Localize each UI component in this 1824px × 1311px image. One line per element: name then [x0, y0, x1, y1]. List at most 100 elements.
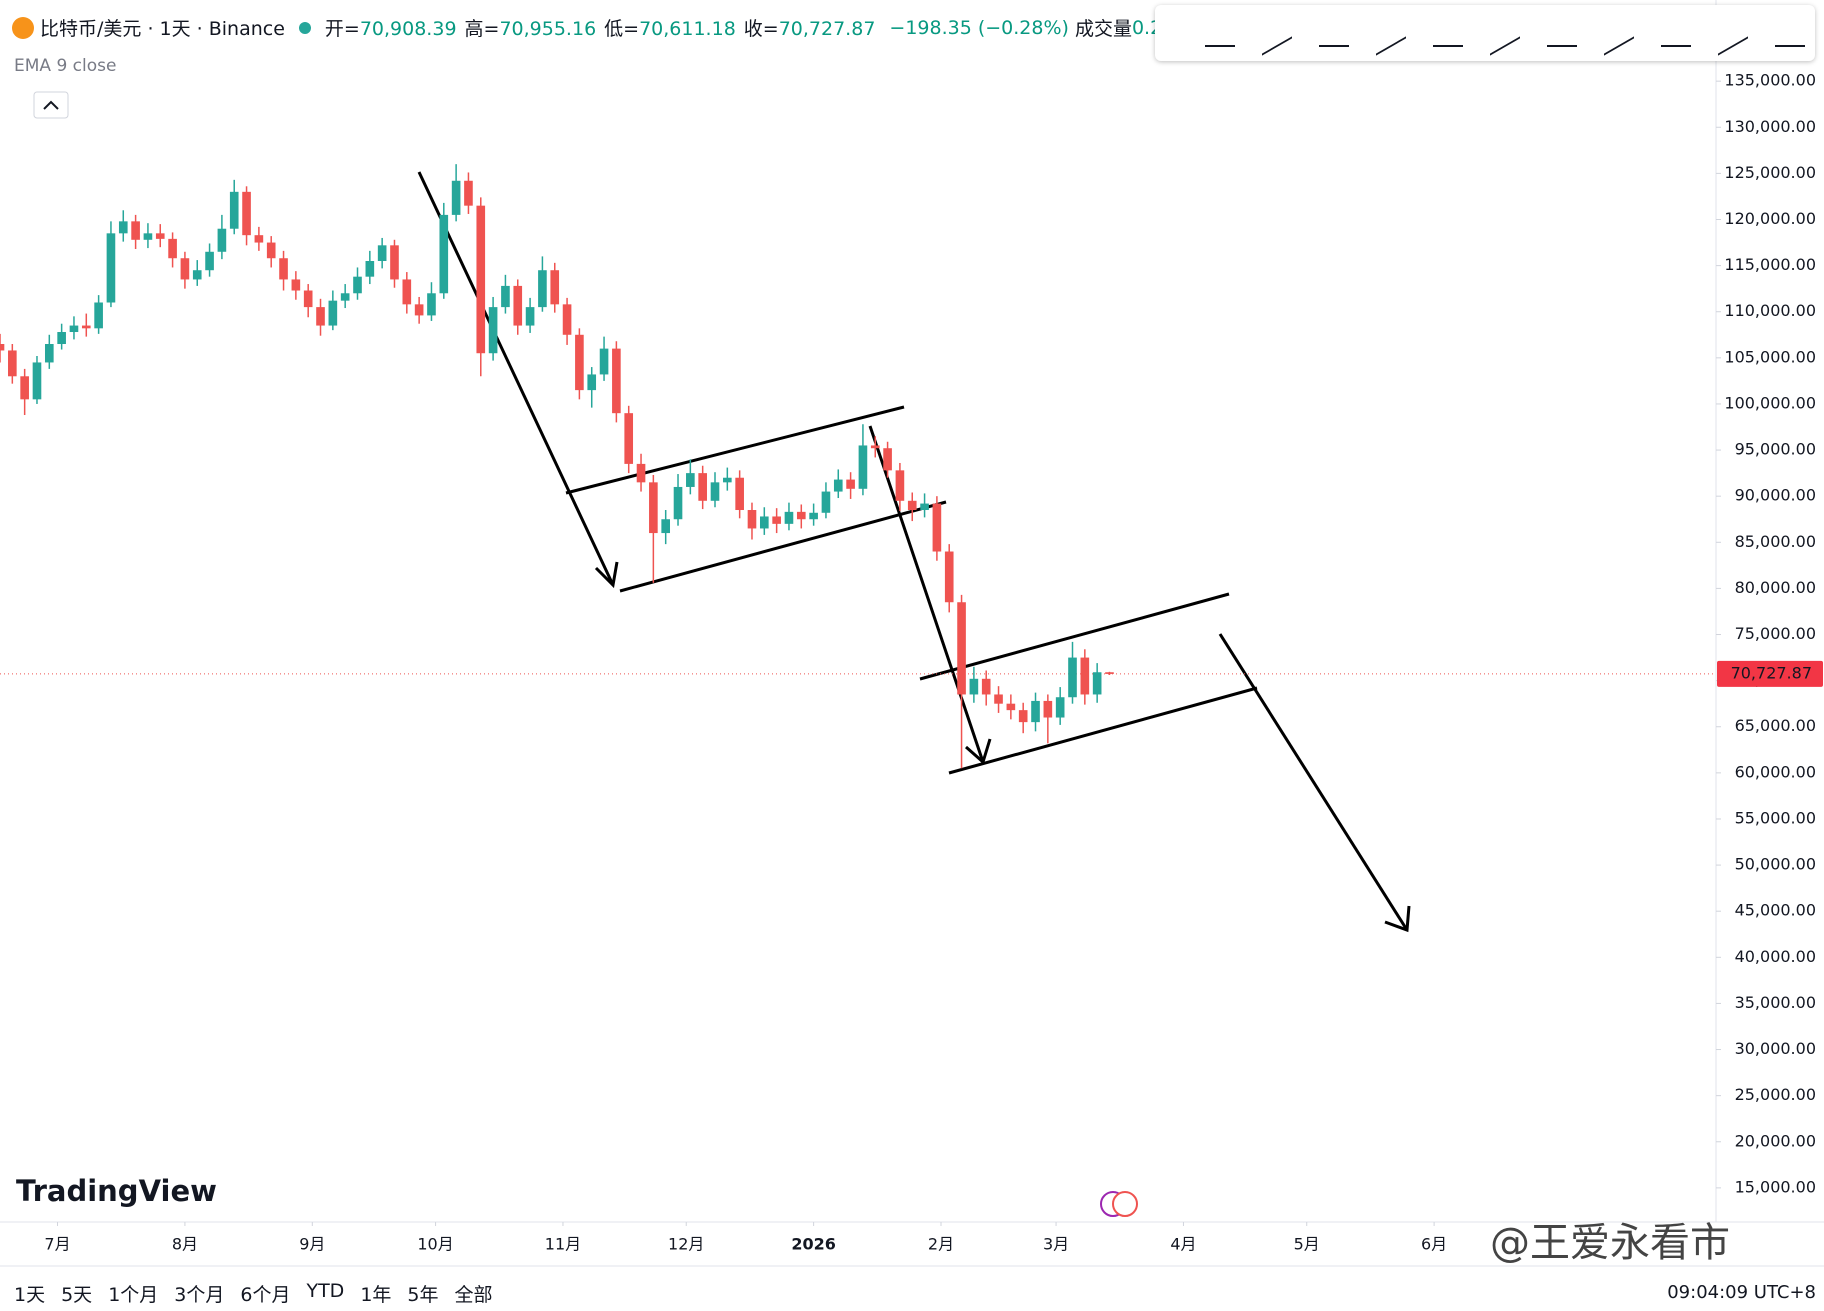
field-value: 70,908.39 — [359, 18, 457, 40]
drawings — [417, 171, 1411, 933]
candle-body — [759, 516, 769, 529]
candle-body — [846, 479, 855, 489]
range-button[interactable]: 6个月 — [240, 1284, 291, 1306]
candle-body — [538, 270, 547, 308]
tool-icon[interactable] — [1718, 12, 1748, 56]
collapse-button[interactable] — [33, 91, 69, 119]
status-dot — [298, 21, 311, 34]
candle-body — [1043, 700, 1053, 718]
candle-body — [1018, 710, 1028, 723]
candle-body — [575, 334, 584, 391]
field-label: 高= — [464, 18, 500, 40]
range-button[interactable]: 1个月 — [108, 1284, 159, 1306]
clock: 09:04:09 UTC+8 — [1667, 1282, 1816, 1303]
tool-icon[interactable] — [1547, 21, 1577, 47]
candle-body — [636, 463, 646, 483]
candle-body — [316, 307, 325, 326]
candle-body — [562, 304, 572, 335]
candle-body — [870, 445, 880, 449]
candle-body — [464, 180, 473, 206]
channel-line — [565, 405, 905, 495]
range-button[interactable]: 3个月 — [174, 1284, 225, 1306]
candle-body — [957, 602, 966, 695]
candle-body — [340, 293, 350, 301]
candle-body — [266, 242, 276, 259]
tool-icon[interactable] — [1604, 12, 1634, 56]
candle-body — [488, 307, 498, 354]
x-tick-label: 2月 — [928, 1235, 954, 1254]
tool-icon[interactable] — [1661, 21, 1691, 47]
range-button[interactable]: 5天 — [61, 1284, 93, 1306]
drawing-toolbar[interactable] — [1155, 5, 1815, 61]
candle-body — [649, 482, 658, 534]
y-tick-label: 110,000.00 — [1724, 301, 1816, 320]
y-tick-label: 65,000.00 — [1735, 716, 1816, 735]
field-label: 收= — [743, 18, 779, 40]
candle-body — [944, 551, 954, 603]
range-button[interactable]: 1年 — [360, 1284, 392, 1306]
tool-icon[interactable] — [1433, 21, 1463, 47]
tool-icon[interactable] — [1205, 21, 1235, 47]
range-button[interactable]: 1天 — [14, 1284, 46, 1306]
candle-body — [118, 221, 128, 234]
volume-label: 成交量 — [1074, 18, 1132, 40]
candle-body — [501, 285, 510, 308]
candle-body — [833, 479, 843, 492]
x-tick-label: 5月 — [1294, 1235, 1320, 1254]
range-button[interactable]: YTD — [306, 1280, 345, 1302]
candle-body — [229, 191, 239, 229]
candle-body — [414, 304, 424, 316]
y-tick-label: 15,000.00 — [1735, 1177, 1816, 1196]
arrow-head — [965, 738, 992, 765]
candle-body — [279, 258, 288, 280]
candle-body — [44, 344, 54, 363]
tool-icon[interactable] — [1775, 21, 1805, 47]
logo: TradingView — [16, 1174, 217, 1208]
candle-body — [723, 477, 732, 483]
field-value: 70,955.16 — [499, 18, 597, 40]
range-buttons: 1天 5天 1个月 3个月 6个月 YTD 1年 5年 全部 — [14, 1280, 493, 1307]
candle-body — [624, 413, 634, 464]
candle-body — [439, 214, 449, 294]
field-value: 70,727.87 — [778, 18, 876, 40]
y-tick-label: 30,000.00 — [1735, 1039, 1816, 1058]
candle-body — [1092, 672, 1102, 695]
x-tick-label: 11月 — [545, 1235, 581, 1254]
tool-icon[interactable] — [1262, 12, 1292, 56]
tool-icon[interactable] — [1490, 12, 1520, 56]
candle-body — [932, 503, 942, 552]
ohlc-fields: 开=70,908.39 高=70,955.16 低=70,611.18 收=70,72… — [325, 14, 884, 41]
candle-body — [476, 205, 486, 354]
tool-icon[interactable] — [1376, 12, 1406, 56]
candle-body — [155, 233, 165, 239]
x-tick-label: 3月 — [1043, 1235, 1069, 1254]
y-tick-label: 105,000.00 — [1724, 347, 1816, 366]
y-tick-label: 25,000.00 — [1735, 1085, 1816, 1104]
y-tick-label: 55,000.00 — [1735, 808, 1816, 827]
candle-body — [513, 285, 523, 326]
coin-icon — [12, 16, 34, 39]
indicator[interactable]: EMA 9 close — [14, 56, 117, 76]
candle-body — [168, 238, 177, 259]
candle-body — [451, 180, 461, 215]
range-button[interactable]: 5年 — [407, 1284, 439, 1306]
candle-body — [686, 473, 695, 487]
candle-body — [353, 276, 362, 294]
tool-icon[interactable] — [1319, 21, 1349, 47]
candle-body — [0, 344, 5, 351]
candle-body — [907, 500, 917, 511]
candle-body — [131, 221, 140, 240]
change: −198.35 (−0.28%) — [889, 16, 1069, 39]
trend-arrow — [868, 425, 985, 763]
y-tick-label: 135,000.00 — [1724, 71, 1816, 90]
candle-body — [20, 376, 29, 400]
candle-body — [1080, 657, 1090, 695]
x-tick-label: 8月 — [172, 1235, 198, 1254]
event-icon[interactable] — [1112, 1191, 1138, 1217]
y-tick-label: 60,000.00 — [1735, 762, 1816, 781]
candle-body — [365, 261, 375, 277]
range-button[interactable]: 全部 — [454, 1284, 493, 1306]
candle-body — [784, 511, 794, 524]
symbol: 比特币/美元 · 1天 · Binance — [40, 18, 285, 40]
